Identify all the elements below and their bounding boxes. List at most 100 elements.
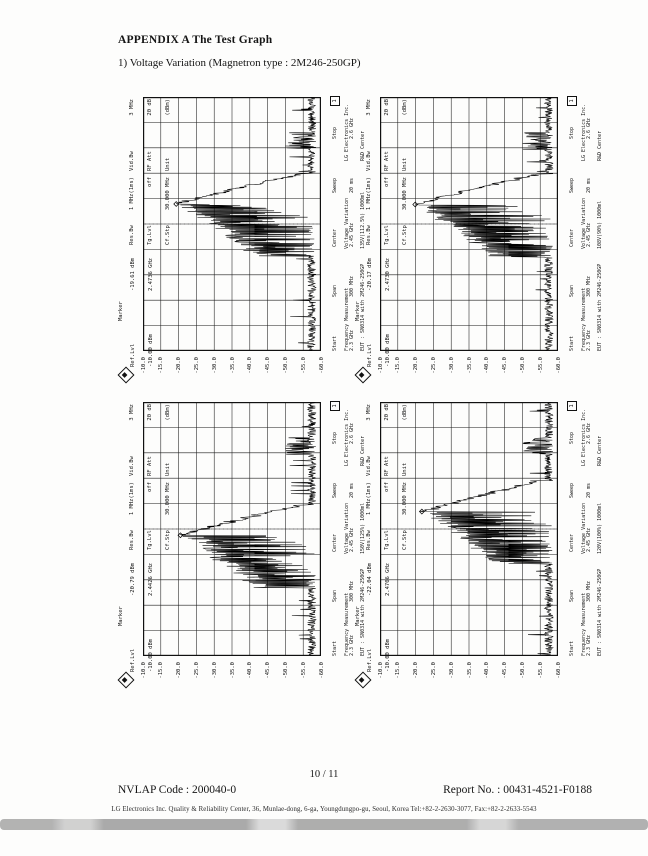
amplitude-scale-label: -45.0 [502, 357, 509, 374]
nvlap-code: NVLAP Code : 200040-0 [118, 784, 237, 796]
amplitude-scale-label: -30.0 [211, 357, 218, 374]
amplitude-scale-label: -20.0 [413, 662, 420, 679]
spectrum-graph-3: Ref.Lvl -10.00 dBm Marker -20.79 dBm 2.4… [115, 400, 366, 690]
amplitude-scale-label: -20.0 [176, 357, 183, 374]
spectrum-plot [380, 402, 558, 656]
amplitude-scale-label: -45.0 [502, 662, 509, 679]
marker-label: Marker [118, 606, 124, 626]
amplitude-scale-label: -50.0 [519, 662, 526, 679]
marker-amplitude: -20.79 dBm [130, 562, 136, 596]
sweep-label: Sweep [569, 177, 576, 193]
amplitude-scale: -10.0 -15.0 -20.0 -25.0 -30.0 -35.0 -40.0 -45.0… [140, 660, 325, 690]
amplitude-scale-label: -25.0 [430, 357, 437, 374]
res-bw-label: Res.Bw [129, 225, 135, 245]
marker-label: Marker [118, 301, 124, 321]
lab-dept: R&D Center [597, 130, 604, 161]
amplitude-scale-label: -20.0 [176, 662, 183, 679]
trace-indicator-badge: 1 [567, 401, 577, 411]
voltage-annotation: Voltage Variation 120V(100%) 1000ml [571, 503, 616, 554]
res-bw-value: 1 MHz(1ms) [129, 482, 135, 516]
vid-bw-label: Vid.Bw [129, 151, 135, 171]
amplitude-scale-label: -40.0 [484, 662, 491, 679]
voltage-variation-label: Voltage Variation [343, 197, 350, 249]
vid-bw-value: 3 MHz [366, 404, 372, 421]
amplitude-scale-label: -60.0 [555, 357, 562, 374]
amplitude-scale-label: -50.0 [282, 357, 289, 374]
eut-id: EUT : SN0314 with 2M246-250GP [597, 568, 604, 656]
amplitude-scale-label: -30.0 [448, 662, 455, 679]
amplitude-scale-label: -60.0 [318, 357, 325, 374]
voltage-condition: 108V(90%) 1000ml [597, 200, 604, 249]
ref-level-label: Ref.Lvl [367, 343, 373, 367]
amplitude-scale-label: -10.0 [377, 662, 384, 679]
res-bw-value: 1 MHz(1ms) [366, 482, 372, 516]
lab-annotation: LG Electronics Inc. R&D Center [571, 409, 616, 466]
vid-bw-label: Vid.Bw [366, 151, 372, 171]
spectrum-graph-1: Ref.Lvl -10.00 dBm Marker -19.61 dBm 2.4… [115, 95, 366, 385]
sweep-label: Sweep [332, 482, 339, 498]
amplitude-scale-label: -25.0 [193, 662, 200, 679]
advantest-logo-icon [354, 366, 372, 384]
amplitude-scale-label: -20.0 [413, 357, 420, 374]
lab-name: LG Electronics Inc. [580, 408, 587, 466]
sweep-label: Sweep [332, 177, 339, 193]
voltage-annotation: Voltage Variation 108V(90%) 1000ml [571, 198, 616, 249]
measurement-title: Frequency Measurement [343, 287, 350, 351]
amplitude-scale: -10.0 -15.0 -20.0 -25.0 -30.0 -35.0 -40.0 -45.0… [140, 355, 325, 385]
lab-dept: R&D Center [597, 435, 604, 466]
amplitude-scale-label: -55.0 [537, 662, 544, 679]
sweep-value: 20 ms [585, 482, 592, 498]
amplitude-scale-label: -15.0 [395, 662, 402, 679]
trace-indicator-badge: 1 [567, 96, 577, 106]
amplitude-scale-label: -10.0 [140, 357, 147, 374]
vid-bw-value: 3 MHz [129, 404, 135, 421]
res-bw-value: 1 MHz(1ms) [366, 177, 372, 211]
lab-name: LG Electronics Inc. [580, 103, 587, 161]
vid-bw-label: Vid.Bw [366, 456, 372, 476]
amplitude-scale-label: -40.0 [247, 357, 254, 374]
lab-annotation: LG Electronics Inc. R&D Center [571, 104, 616, 161]
amplitude-scale-label: -15.0 [158, 357, 165, 374]
measurement-title: Frequency Measurement [580, 592, 587, 656]
amplitude-scale-label: -40.0 [484, 357, 491, 374]
amplitude-scale-label: -55.0 [300, 357, 307, 374]
spectrum-plot [380, 97, 558, 351]
lab-name: LG Electronics Inc. [343, 103, 350, 161]
ref-level-label: Ref.Lvl [367, 648, 373, 672]
amplitude-scale-label: -25.0 [193, 357, 200, 374]
amplitude-scale-label: -30.0 [448, 357, 455, 374]
amplitude-scale-label: -35.0 [466, 357, 473, 374]
amplitude-scale-label: -55.0 [537, 357, 544, 374]
measurement-annotation: Frequency Measurement EUT : SN0314 with … [571, 569, 616, 656]
advantest-logo-icon [354, 671, 372, 689]
footer-address: LG Electronics Inc. Quality & Reliabilit… [111, 806, 537, 813]
spectrum-graph-2: Ref.Lvl -10.00 dBm Marker -20.17 dBm 2.4… [352, 95, 603, 385]
lab-name: LG Electronics Inc. [343, 408, 350, 466]
amplitude-scale-label: -55.0 [300, 662, 307, 679]
amplitude-scale-label: -25.0 [430, 662, 437, 679]
amplitude-scale-label: -10.0 [140, 662, 147, 679]
res-bw-label: Res.Bw [129, 530, 135, 550]
res-bw-value: 1 MHz(1ms) [129, 177, 135, 211]
eut-id: EUT : SN0314 with 2M246-250GP [597, 263, 604, 351]
sweep-label: Sweep [569, 482, 576, 498]
analyzer-screen: Ref.Lvl -10.00 dBm Marker -22.04 dBm 2.4… [352, 400, 603, 690]
amplitude-scale-label: -45.0 [265, 357, 272, 374]
sweep-time: Sweep 20 ms [559, 480, 604, 498]
amplitude-scale-label: -30.0 [211, 662, 218, 679]
voltage-variation-label: Voltage Variation [580, 197, 587, 249]
trace-indicator-badge: 1 [330, 96, 340, 106]
amplitude-scale-label: -15.0 [395, 357, 402, 374]
vid-bw-value: 3 MHz [366, 99, 372, 116]
amplitude-scale: -10.0 -15.0 -20.0 -25.0 -30.0 -35.0 -40.0 -45.0… [377, 660, 562, 690]
amplitude-scale-label: -40.0 [247, 662, 254, 679]
voltage-variation-label: Voltage Variation [343, 502, 350, 554]
amplitude-scale-label: -35.0 [229, 357, 236, 374]
advantest-logo-icon [117, 671, 135, 689]
marker-amplitude: -19.61 dBm [130, 257, 136, 291]
ref-level-label: Ref.Lvl [130, 648, 136, 672]
measurement-title: Frequency Measurement [343, 592, 350, 656]
amplitude-scale-label: -50.0 [282, 662, 289, 679]
amplitude-scale-label: -35.0 [466, 662, 473, 679]
analyzer-screen: Ref.Lvl -10.00 dBm Marker -19.61 dBm 2.4… [115, 95, 366, 385]
